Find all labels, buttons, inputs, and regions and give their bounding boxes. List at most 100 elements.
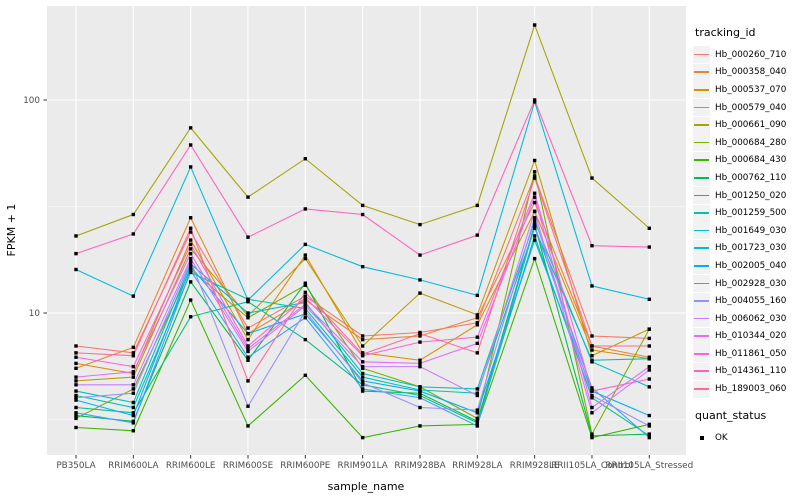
legend-label: Hb_004055_160	[715, 296, 787, 307]
data-point	[647, 245, 651, 249]
data-point	[647, 226, 651, 230]
legend-line-icon	[694, 317, 709, 320]
legend-key-swatch	[693, 46, 710, 64]
legend-key-swatch	[693, 292, 710, 310]
x-tick-label: RRII105LA_Stressed	[605, 461, 693, 471]
data-point	[418, 361, 422, 366]
data-point	[74, 405, 78, 410]
x-tick-labels: PB350LA RRIM600LA RRIM600LE RRIM600SE RRIM60…	[56, 461, 693, 471]
data-point	[246, 355, 250, 359]
x-tick-label: RRII105LA_Control	[551, 461, 633, 471]
data-point	[590, 393, 594, 398]
data-point	[590, 334, 594, 338]
legend-items: Hb_000260_710 Hb_000358_040 Hb_000537_070 H…	[693, 46, 799, 398]
data-point	[532, 191, 537, 195]
data-point	[532, 238, 537, 242]
data-point	[360, 389, 365, 393]
data-point	[360, 344, 365, 348]
legend-line-icon	[694, 88, 709, 91]
data-point	[532, 226, 537, 230]
data-point	[475, 233, 480, 237]
data-point	[647, 432, 651, 436]
data-point	[590, 284, 594, 288]
legend-line-icon	[694, 53, 709, 56]
data-point	[131, 383, 136, 387]
data-point	[74, 366, 78, 370]
data-point	[418, 291, 422, 295]
legend-line-icon	[694, 388, 709, 390]
data-point	[360, 383, 365, 387]
legend-item-Hb_006062_030: Hb_006062_030	[693, 310, 799, 328]
legend-label: Hb_001723_030	[715, 243, 787, 254]
data-point	[74, 267, 78, 272]
data-point	[532, 176, 537, 180]
data-point	[475, 293, 480, 298]
data-point	[246, 195, 250, 199]
x-axis-title: sample_name	[328, 480, 405, 493]
legend-label: Hb_000260_710	[715, 49, 787, 60]
data-point	[246, 379, 250, 383]
data-point	[475, 391, 480, 395]
legend-line-icon	[694, 71, 709, 74]
data-point	[475, 408, 480, 412]
legend-line-icon	[694, 300, 709, 302]
data-point	[188, 262, 193, 266]
legend-label: Hb_000661_090	[715, 120, 787, 131]
legend-title-tracking-id: tracking_id	[695, 26, 756, 39]
x-tick-label: RRIM901LA	[337, 461, 387, 471]
data-point	[418, 393, 422, 398]
data-point	[131, 405, 136, 410]
data-point	[647, 364, 651, 369]
data-point	[303, 207, 308, 211]
data-point	[303, 253, 308, 257]
legend-line-icon	[694, 282, 709, 285]
data-point	[532, 158, 537, 163]
data-point	[188, 251, 193, 256]
panel-background	[47, 6, 686, 455]
legend-item-Hb_000260_710: Hb_000260_710	[693, 46, 799, 64]
data-point	[188, 256, 193, 261]
data-point	[360, 435, 365, 440]
x-tick-label: RRIM600SE	[223, 461, 273, 471]
data-point	[647, 424, 651, 428]
data-point	[418, 396, 422, 400]
data-point	[246, 346, 250, 351]
data-point	[532, 170, 537, 174]
data-point	[418, 340, 422, 344]
data-point	[246, 349, 250, 354]
data-point	[360, 381, 365, 385]
x-tick-label: RRIM600LA	[108, 461, 158, 471]
legend-key-swatch	[693, 134, 710, 152]
data-point	[475, 416, 480, 421]
data-point	[131, 294, 136, 298]
data-point	[360, 364, 365, 369]
data-point	[188, 230, 193, 234]
data-point	[647, 413, 651, 418]
data-point	[303, 295, 308, 300]
legend-label: Hb_011861_050	[715, 348, 787, 359]
data-point	[303, 281, 308, 285]
data-point	[475, 321, 480, 325]
legend-line-icon	[694, 229, 709, 232]
data-point	[475, 316, 480, 320]
data-point	[188, 268, 193, 273]
legend-label: Hb_001259_500	[715, 208, 787, 219]
data-point	[360, 337, 365, 342]
legend-key-swatch	[693, 99, 710, 117]
data-point	[360, 387, 365, 391]
data-point	[188, 247, 193, 251]
data-point	[360, 264, 365, 269]
data-point	[131, 421, 136, 425]
data-point	[246, 311, 250, 315]
data-point	[131, 371, 136, 376]
data-point	[131, 413, 136, 418]
legend-item-Hb_004055_160: Hb_004055_160	[693, 292, 799, 310]
quant-status-item: OK	[693, 429, 799, 447]
y-tick-labels: 10 100	[23, 96, 40, 319]
data-point	[532, 23, 537, 27]
legend-item-Hb_000358_040: Hb_000358_040	[693, 63, 799, 82]
legend-label: Hb_000684_280	[715, 137, 787, 148]
legend-key-swatch	[693, 187, 710, 205]
data-point	[74, 425, 78, 430]
